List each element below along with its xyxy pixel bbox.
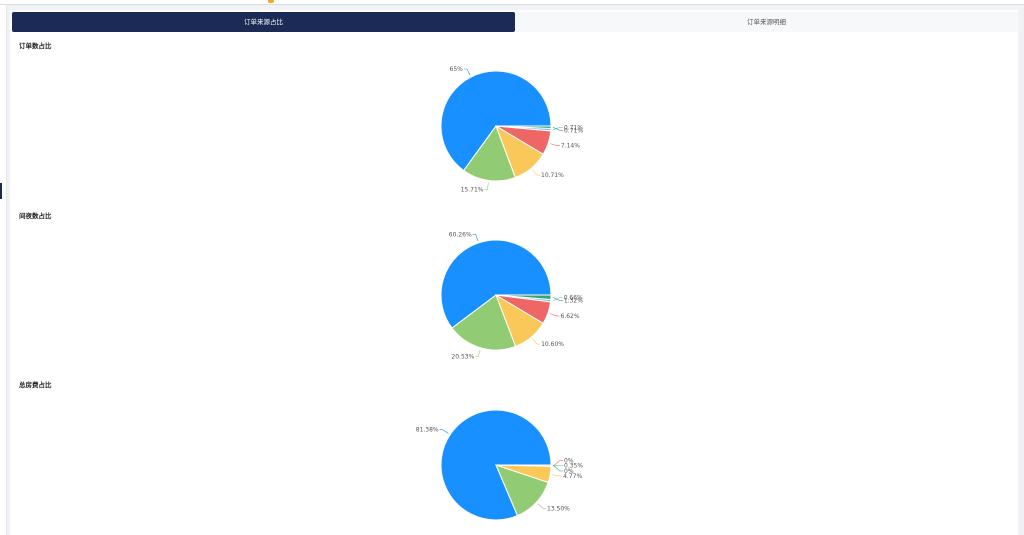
pie-chart-orders: 65%15.71%10.71%7.14%0.71%0.71% — [440, 66, 583, 193]
top-bar-indicator — [268, 0, 274, 3]
pie-leader-line — [475, 349, 481, 357]
pie-leader-line — [552, 474, 563, 477]
pie-leader-line — [537, 503, 546, 509]
pie-data-label: 1.32% — [564, 298, 583, 305]
pie-leader-line — [439, 429, 449, 434]
pie-data-label: 4.77% — [563, 473, 582, 480]
content-panel: 订单来源占比 订单来源明细 订单数占比 间夜数占比 总房费占比 65% 15.71… — [10, 10, 1018, 535]
pie-chart-room-revenue: 81.38%13.50%4.77%0%0.35%0% — [416, 409, 583, 521]
pie-slice[interactable] — [440, 70, 552, 172]
pie-leader-line — [552, 127, 563, 131]
pie-slice[interactable] — [495, 294, 552, 301]
pie-leader-line — [550, 143, 560, 146]
pie-data-label: 0% — [564, 468, 574, 475]
pie-leader-line — [552, 460, 563, 467]
pie-leader-line — [472, 234, 479, 241]
pie-leader-line — [552, 464, 563, 472]
chart-title-room-nights: 间夜数占比 — [19, 212, 52, 220]
pie-data-label: 15.71% — [461, 186, 484, 193]
left-rail-marker — [0, 183, 2, 199]
pie-data-label: 0.35% — [564, 463, 583, 470]
pie-slice[interactable] — [440, 239, 552, 329]
pie-leader-line — [552, 297, 563, 302]
pie-slice[interactable] — [495, 125, 552, 129]
pie-data-label: 0.71% — [564, 127, 583, 134]
pie-data-label: 60.26% — [449, 231, 472, 238]
pie-data-label: 20.53% — [451, 354, 474, 361]
tab-order-source-ratio[interactable]: 订单来源占比 — [12, 12, 515, 32]
top-bar — [0, 0, 1024, 5]
pie-data-label: 81.38% — [416, 427, 439, 434]
pie-leader-line — [549, 313, 560, 317]
tab-order-source-detail[interactable]: 订单来源明细 — [515, 12, 1018, 32]
pie-data-label: 10.60% — [541, 341, 564, 348]
pie-data-label: 0.66% — [564, 295, 583, 302]
pie-data-label: 13.50% — [547, 505, 570, 512]
pie-data-label: 0% — [564, 457, 574, 464]
pie-leader-line — [532, 338, 541, 345]
pie-leader-line — [532, 169, 540, 176]
pie-data-label: 7.14% — [561, 143, 580, 150]
chart-title-room-revenue: 总房费占比 — [19, 381, 52, 389]
pie-data-label: 0.71% — [564, 124, 583, 131]
pie-chart-room-nights: 60.26% 20.53% 10.60% 6.62% 0.66%1.32% — [440, 231, 583, 361]
pie-slice[interactable] — [495, 464, 552, 467]
pie-slice[interactable] — [451, 294, 517, 351]
chart-title-orders: 订单数占比 — [19, 42, 52, 50]
pie-data-label: 10.71% — [541, 172, 564, 179]
tab-bar: 订单来源占比 订单来源明细 — [12, 12, 1018, 32]
pie-data-label: 65% — [450, 66, 464, 73]
pie-leader-line — [484, 182, 489, 190]
pie-data-label: 6.62% — [561, 313, 580, 320]
pie-leader-line — [552, 127, 563, 131]
left-rail — [0, 5, 7, 535]
pie-slice[interactable] — [463, 124, 517, 182]
pie-leader-line — [463, 68, 471, 76]
pie-leader-line — [552, 297, 563, 302]
